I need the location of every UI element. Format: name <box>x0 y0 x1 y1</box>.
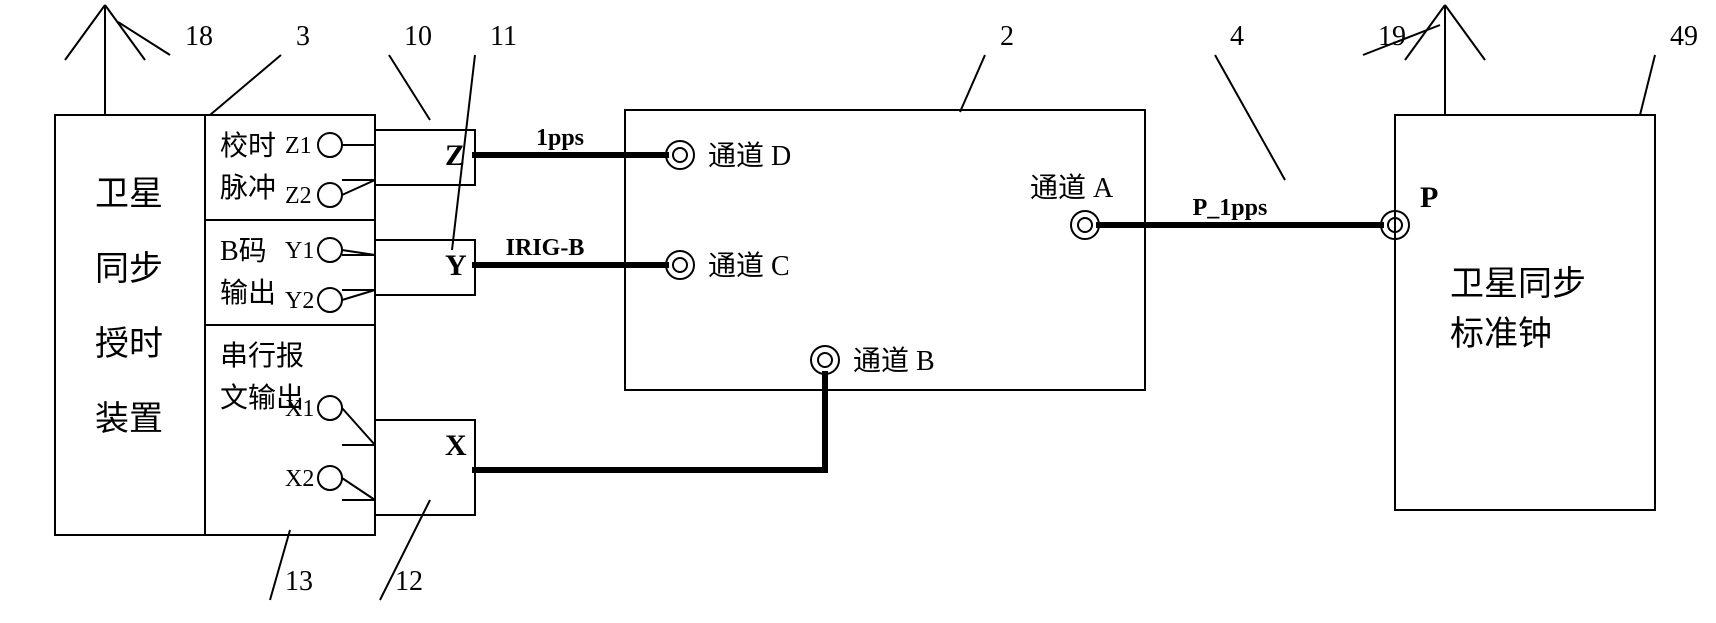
svg-text:通道 D: 通道 D <box>708 140 791 172</box>
svg-text:11: 11 <box>490 21 517 52</box>
svg-text:Z2: Z2 <box>285 183 312 209</box>
svg-text:Y: Y <box>445 249 467 282</box>
svg-text:B码: B码 <box>220 236 267 267</box>
svg-text:卫星: 卫星 <box>95 176 163 213</box>
svg-text:12: 12 <box>395 566 423 597</box>
svg-text:装置: 装置 <box>95 400 163 438</box>
svg-text:19: 19 <box>1378 21 1406 52</box>
svg-text:授时: 授时 <box>95 325 163 363</box>
svg-text:通道 B: 通道 B <box>853 345 935 377</box>
svg-text:脉冲: 脉冲 <box>220 172 276 204</box>
svg-text:同步: 同步 <box>95 250 163 288</box>
svg-text:10: 10 <box>404 21 432 52</box>
svg-text:串行报: 串行报 <box>220 340 304 372</box>
svg-text:Y1: Y1 <box>285 238 314 264</box>
svg-text:49: 49 <box>1670 21 1698 52</box>
svg-text:4: 4 <box>1230 21 1244 52</box>
svg-text:X2: X2 <box>285 466 314 492</box>
svg-text:Z1: Z1 <box>285 133 312 159</box>
svg-text:P_1pps: P_1pps <box>1193 195 1268 221</box>
svg-text:X: X <box>445 429 467 462</box>
svg-text:校时: 校时 <box>220 130 276 162</box>
svg-text:通道 A: 通道 A <box>1030 172 1114 204</box>
svg-text:2: 2 <box>1000 21 1014 52</box>
svg-text:标准钟: 标准钟 <box>1450 315 1552 353</box>
svg-text:通道 C: 通道 C <box>708 250 790 282</box>
svg-text:3: 3 <box>296 21 310 52</box>
svg-text:X1: X1 <box>285 396 314 422</box>
svg-text:1pps: 1pps <box>536 125 584 151</box>
svg-text:IRIG-B: IRIG-B <box>506 235 585 261</box>
svg-text:Y2: Y2 <box>285 288 314 314</box>
svg-text:输出: 输出 <box>220 277 276 309</box>
svg-text:卫星同步: 卫星同步 <box>1450 265 1586 303</box>
svg-text:13: 13 <box>285 566 313 597</box>
svg-text:18: 18 <box>185 21 213 52</box>
svg-text:P: P <box>1420 181 1438 214</box>
